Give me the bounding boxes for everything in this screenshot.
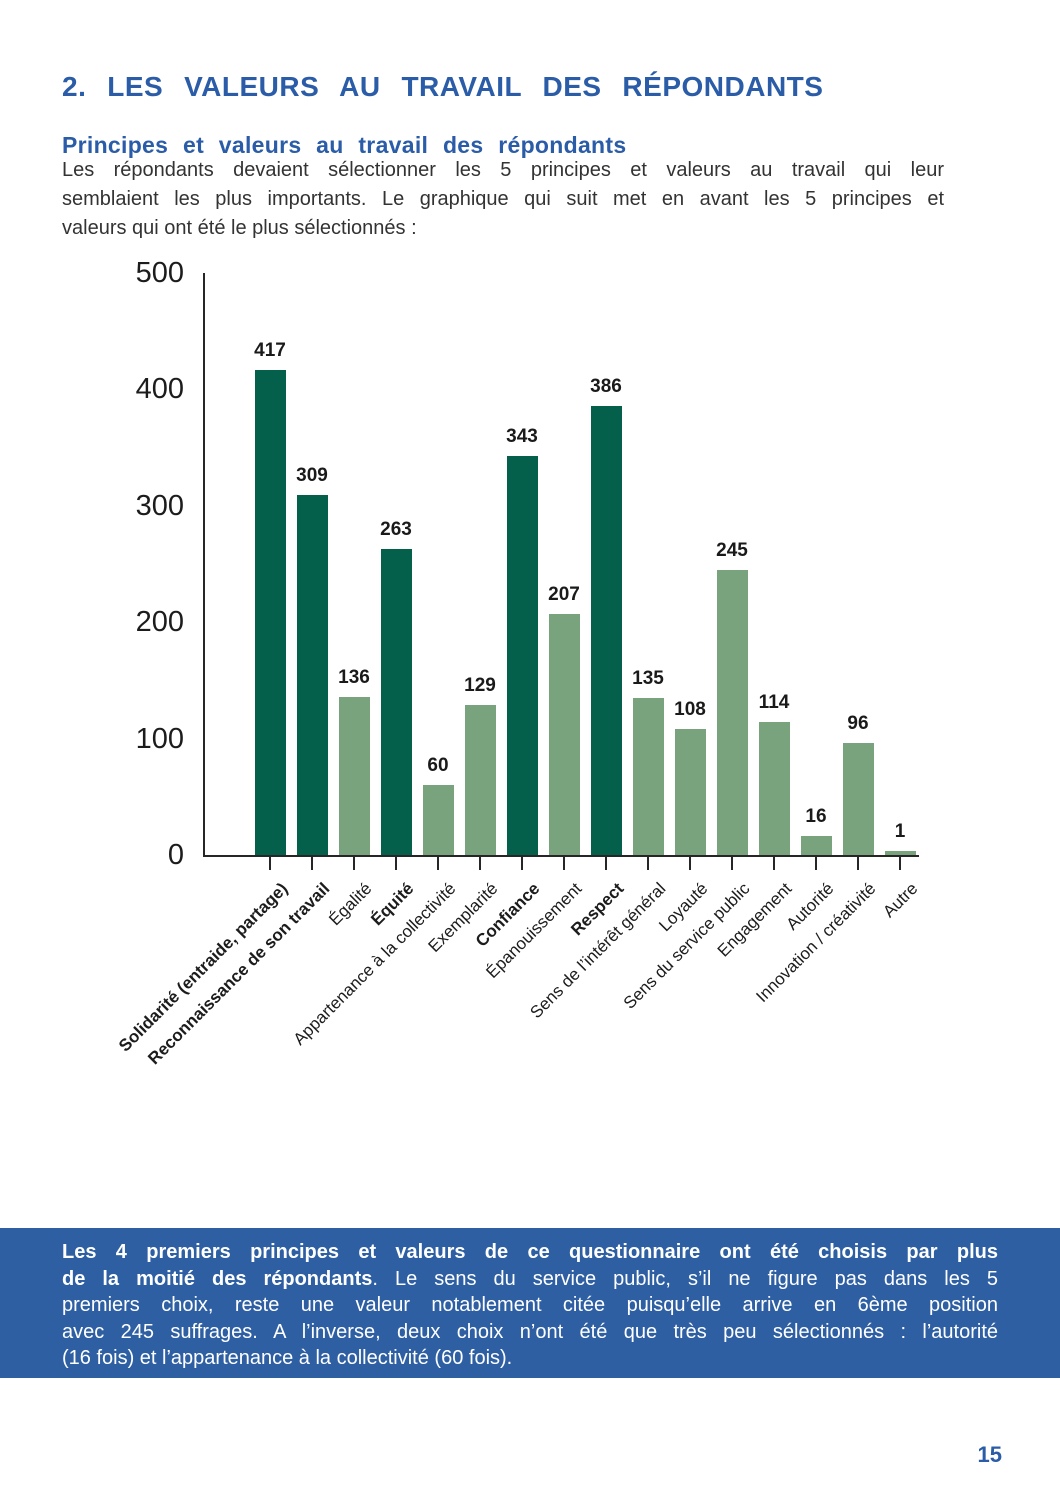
bar-value-label: 343 (506, 426, 538, 447)
intro-paragraph: Les répondants devaient sélectionner les… (62, 156, 944, 243)
x-axis-tick (731, 855, 733, 870)
x-axis-tick (269, 855, 271, 870)
plot-area: 417 Solidarité (entraide, partage) 309 Reco… (115, 273, 921, 1068)
callout-line: Les 4 premiers principes et valeurs de c… (62, 1239, 998, 1266)
bar-value-label: 245 (716, 540, 748, 561)
x-axis-tick (563, 855, 565, 870)
callout-text-bold: de la moitié des répondants (62, 1267, 373, 1290)
bar-5 (422, 785, 454, 855)
callout-line: premiers choix, reste une valeur notable… (62, 1292, 998, 1319)
x-axis-tick (521, 855, 523, 870)
bar-12 (716, 570, 748, 855)
bar-14 (800, 836, 832, 855)
bar-value-label: 309 (296, 465, 328, 486)
page-number: 15 (977, 1442, 1002, 1467)
y-axis-tick-label: 100 (135, 722, 184, 755)
x-axis-tick (689, 855, 691, 870)
bar-value-label: 263 (380, 519, 412, 540)
bar-7 (506, 456, 538, 855)
bar-6 (464, 705, 496, 855)
bar-value-label: 135 (632, 668, 664, 689)
bar-11 (674, 729, 706, 855)
x-axis-tick (479, 855, 481, 870)
bar-value-label: 16 (805, 806, 827, 827)
x-axis-tick (437, 855, 439, 870)
bar-value-label: 207 (548, 584, 580, 605)
bar-8 (548, 614, 580, 855)
callout-box: Les 4 premiers principes et valeurs de c… (0, 1228, 1060, 1378)
x-axis-tick (773, 855, 775, 870)
intro-line: semblaient les plus importants. Le graph… (62, 188, 944, 210)
bar-10 (632, 698, 664, 855)
bar-16 (884, 851, 916, 855)
bar-value-label: 108 (674, 699, 706, 720)
x-axis-tick (353, 855, 355, 870)
x-axis-tick (605, 855, 607, 870)
callout-text: (16 fois) et l’appartenance à la collect… (62, 1347, 513, 1369)
bar-1 (254, 370, 286, 855)
bar-value-label: 386 (590, 376, 622, 397)
bar-15 (842, 743, 874, 855)
y-axis-tick-label: 300 (135, 489, 184, 522)
x-axis-tick (647, 855, 649, 870)
bar-3 (338, 697, 370, 855)
callout-line: de la moitié des répondants. Le sens du … (62, 1266, 998, 1293)
intro-line: Les répondants devaient sélectionner les… (62, 159, 944, 181)
bar-value-label: 1 (894, 821, 906, 842)
x-axis-tick (311, 855, 313, 870)
x-axis-tick (395, 855, 397, 870)
bar-value-label: 60 (427, 755, 449, 776)
y-axis-tick-label: 0 (167, 839, 184, 871)
bar-9 (590, 406, 622, 855)
callout-text: . Le sens du service public, s’il ne fig… (372, 1267, 998, 1290)
section-title: 2. LES VALEURS AU TRAVAIL DES RÉPONDANTS (62, 70, 824, 102)
subsection-title: Principes et valeurs au travail des répo… (62, 132, 627, 159)
bar-2 (296, 495, 328, 855)
callout-text: avec 245 suffrages. A l’inverse, deux ch… (62, 1320, 998, 1343)
x-axis-tick (899, 855, 901, 870)
bar-13 (758, 722, 790, 855)
y-axis-tick-label: 500 (135, 257, 184, 289)
bar-value-label: 417 (254, 340, 286, 361)
y-axis-tick-label: 400 (135, 373, 184, 406)
intro-line: valeurs qui ont été le plus sélectionnés… (62, 217, 417, 239)
callout-line: avec 245 suffrages. A l’inverse, deux ch… (62, 1319, 998, 1346)
x-axis-tick (815, 855, 817, 870)
bar-value-label: 129 (464, 675, 496, 696)
callout-text-bold: Les 4 premiers principes et valeurs de c… (62, 1241, 998, 1263)
bar-4 (380, 549, 412, 855)
y-axis-tick-label: 200 (135, 606, 184, 639)
callout-text: premiers choix, reste une valeur notable… (62, 1294, 998, 1316)
bar-value-label: 114 (758, 692, 790, 713)
bar-value-label: 136 (338, 667, 370, 688)
callout-line: (16 fois) et l’appartenance à la collect… (62, 1345, 998, 1372)
bar-value-label: 96 (847, 713, 869, 734)
x-axis-tick (857, 855, 859, 870)
bar-chart: 417 Solidarité (entraide, partage) 309 Reco… (115, 257, 988, 1198)
